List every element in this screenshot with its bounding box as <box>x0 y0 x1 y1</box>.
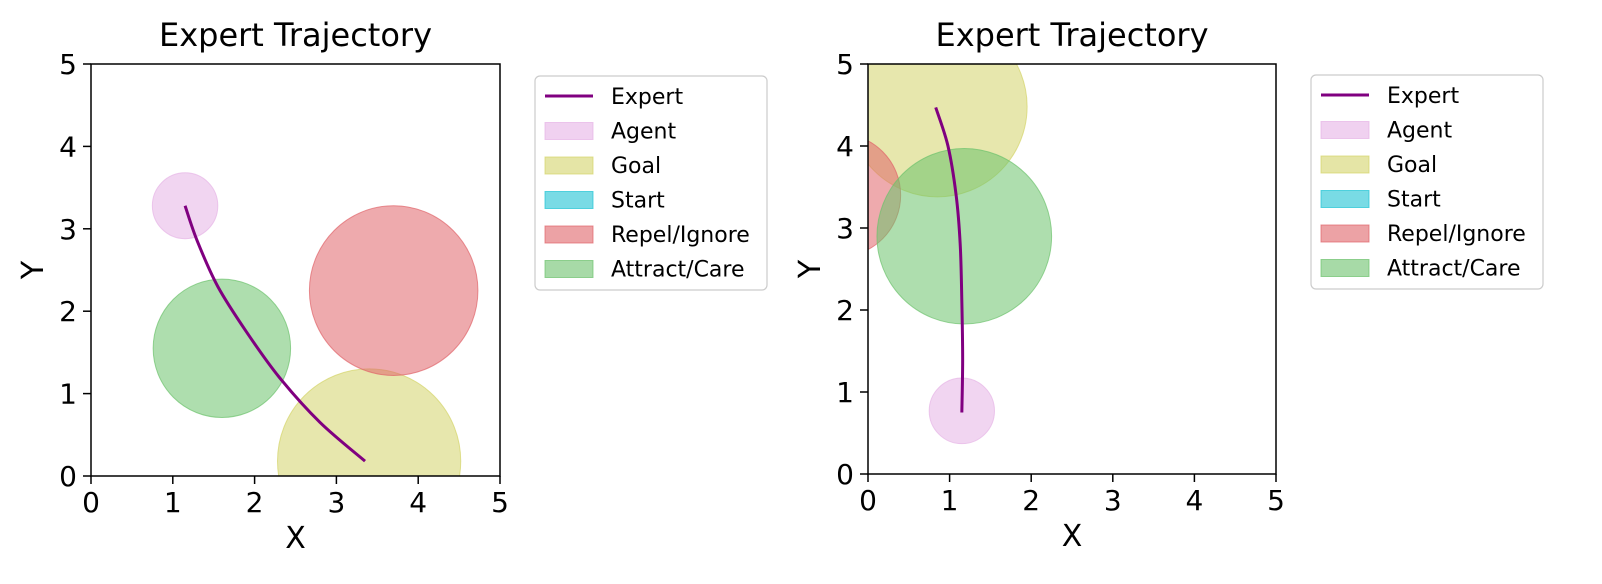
y-tick-label: 5 <box>59 48 77 81</box>
chart-panel-1: 0 1 2 3 4 5 0 1 2 3 4 5 Expert Trajectory X Y Expert Age… <box>16 16 768 556</box>
legend-label-repel-ignore: Repel/Ignore <box>611 223 750 248</box>
plot-area <box>868 64 1053 445</box>
legend-swatch-start <box>544 191 594 209</box>
y-tick-label: 1 <box>836 376 854 409</box>
x-tick-label: 5 <box>1267 484 1285 517</box>
x-tick-label: 4 <box>409 486 427 519</box>
x-tick-label: 1 <box>164 486 182 519</box>
expert-trajectory-line <box>934 107 965 413</box>
legend-label-goal: Goal <box>611 154 661 179</box>
legend-label-attract-care: Attract/Care <box>1387 257 1521 282</box>
legend: Expert Agent Goal Start Repel/Ignore Attract/… <box>534 75 768 291</box>
x-tick-label: 2 <box>1022 484 1040 517</box>
legend-swatch-attract-care <box>544 260 594 278</box>
x-tick-label: 1 <box>941 484 959 517</box>
legend-swatch-attract-care <box>1320 259 1370 277</box>
legend-label-expert: Expert <box>611 85 683 110</box>
chart-title: Expert Trajectory <box>935 16 1208 54</box>
legend-label-repel-ignore: Repel/Ignore <box>1387 222 1526 247</box>
expert-trajectory-line <box>183 205 367 463</box>
y-tick-label: 4 <box>59 130 77 163</box>
y-axis-label: Y <box>16 260 51 280</box>
legend-swatch-repel-ignore <box>544 225 594 244</box>
circle-repel-ignore <box>308 205 479 376</box>
chart-title: Expert Trajectory <box>159 16 432 54</box>
legend-swatch-repel-ignore <box>1320 224 1370 243</box>
y-tick-label: 3 <box>59 213 77 246</box>
y-tick-label: 0 <box>836 458 854 491</box>
y-tick-label: 3 <box>836 212 854 245</box>
y-tick-label: 2 <box>59 295 77 328</box>
x-tick-label: 2 <box>246 486 264 519</box>
legend-swatch-start <box>1320 190 1370 208</box>
circle-attract-care <box>876 147 1053 325</box>
y-axis-label: Y <box>793 259 828 279</box>
axes-frame <box>867 63 1277 475</box>
legend: Expert Agent Goal Start Repel/Ignore Attract/… <box>1310 74 1544 290</box>
legend-label-agent: Agent <box>611 120 676 145</box>
legend-swatch-goal <box>544 156 594 175</box>
plot-area <box>151 172 479 476</box>
x-tick-label: 0 <box>82 486 100 519</box>
axes-frame <box>90 63 501 477</box>
y-tick-label: 2 <box>836 294 854 327</box>
x-tick-label: 4 <box>1185 484 1203 517</box>
legend-label-attract-care: Attract/Care <box>611 258 745 283</box>
legend-label-start: Start <box>1387 188 1441 213</box>
y-tick-label: 4 <box>836 130 854 163</box>
x-axis-label: X <box>1062 519 1083 554</box>
x-tick-label: 3 <box>1104 484 1122 517</box>
legend-swatch-agent <box>544 122 594 140</box>
legend-label-expert: Expert <box>1387 84 1459 109</box>
legend-label-start: Start <box>611 189 665 214</box>
x-tick-label: 5 <box>491 486 509 519</box>
x-tick-label: 3 <box>327 486 345 519</box>
legend-label-agent: Agent <box>1387 119 1452 144</box>
y-tick-label: 1 <box>59 378 77 411</box>
chart-panel-2: 0 1 2 3 4 5 0 1 2 3 4 5 Expert Trajectory X Y Expert Age… <box>793 16 1544 554</box>
legend-swatch-goal <box>1320 155 1370 174</box>
circle-attract-care <box>152 278 292 418</box>
x-tick-label: 0 <box>859 484 877 517</box>
legend-swatch-agent <box>1320 121 1370 139</box>
y-tick-label: 5 <box>836 48 854 81</box>
x-axis-label: X <box>285 521 306 556</box>
y-tick-label: 0 <box>59 460 77 493</box>
legend-label-goal: Goal <box>1387 153 1437 178</box>
